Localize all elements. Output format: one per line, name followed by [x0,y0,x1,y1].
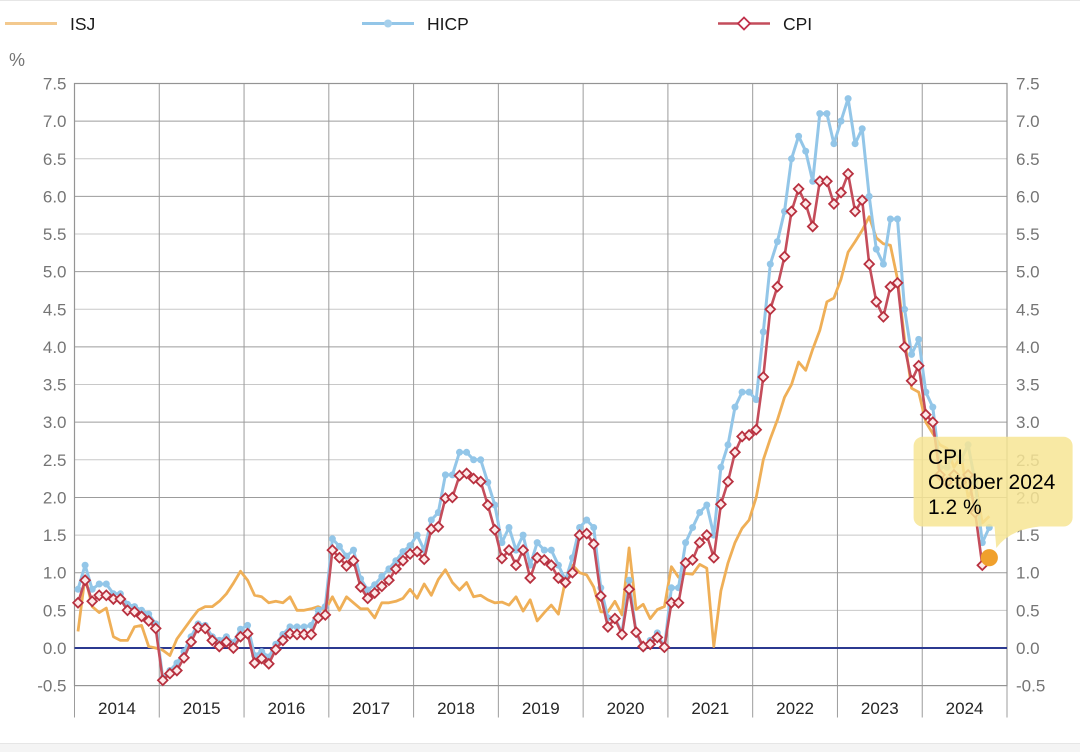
svg-text:3.0: 3.0 [1016,413,1040,432]
svg-text:2022: 2022 [776,699,814,718]
svg-text:-0.5: -0.5 [1016,677,1045,696]
svg-text:3.0: 3.0 [43,413,67,432]
svg-text:1.0: 1.0 [1016,564,1040,583]
svg-text:2023: 2023 [861,699,899,718]
svg-text:7.5: 7.5 [1016,75,1040,94]
svg-text:%: % [9,50,25,70]
svg-text:4.0: 4.0 [1016,338,1040,357]
svg-text:2024: 2024 [946,699,984,718]
svg-text:October 2024: October 2024 [928,471,1056,494]
svg-text:6.0: 6.0 [1016,187,1040,206]
svg-text:2016: 2016 [267,699,305,718]
svg-text:-0.5: -0.5 [37,677,66,696]
svg-text:6.0: 6.0 [43,187,67,206]
svg-text:7.0: 7.0 [1016,112,1040,131]
svg-text:2019: 2019 [522,699,560,718]
svg-text:3.5: 3.5 [1016,376,1040,395]
svg-text:1.2 %: 1.2 % [928,496,982,519]
svg-text:HICP: HICP [427,14,469,34]
svg-text:7.0: 7.0 [43,112,67,131]
svg-text:5.5: 5.5 [1016,225,1040,244]
svg-text:ISJ: ISJ [70,14,95,34]
svg-text:5.0: 5.0 [1016,263,1040,282]
svg-text:1.0: 1.0 [43,564,67,583]
svg-text:2014: 2014 [98,699,136,718]
svg-text:1.5: 1.5 [1016,526,1040,545]
svg-text:2021: 2021 [691,699,729,718]
svg-text:1.5: 1.5 [43,526,67,545]
svg-text:4.0: 4.0 [43,338,67,357]
svg-text:2017: 2017 [352,699,390,718]
svg-text:2020: 2020 [607,699,645,718]
svg-text:2.5: 2.5 [43,451,67,470]
svg-text:2015: 2015 [183,699,221,718]
svg-text:0.0: 0.0 [43,639,67,658]
svg-text:CPI: CPI [783,14,812,34]
svg-text:0.5: 0.5 [1016,601,1040,620]
svg-text:6.5: 6.5 [43,150,67,169]
svg-text:0.0: 0.0 [1016,639,1040,658]
svg-text:5.5: 5.5 [43,225,67,244]
svg-text:4.5: 4.5 [1016,300,1040,319]
svg-text:2.0: 2.0 [43,488,67,507]
svg-text:4.5: 4.5 [43,300,67,319]
svg-text:6.5: 6.5 [1016,150,1040,169]
svg-text:7.5: 7.5 [43,75,67,94]
svg-text:5.0: 5.0 [43,263,67,282]
svg-text:3.5: 3.5 [43,376,67,395]
svg-text:0.5: 0.5 [43,601,67,620]
svg-text:2018: 2018 [437,699,475,718]
svg-text:CPI: CPI [928,446,963,469]
